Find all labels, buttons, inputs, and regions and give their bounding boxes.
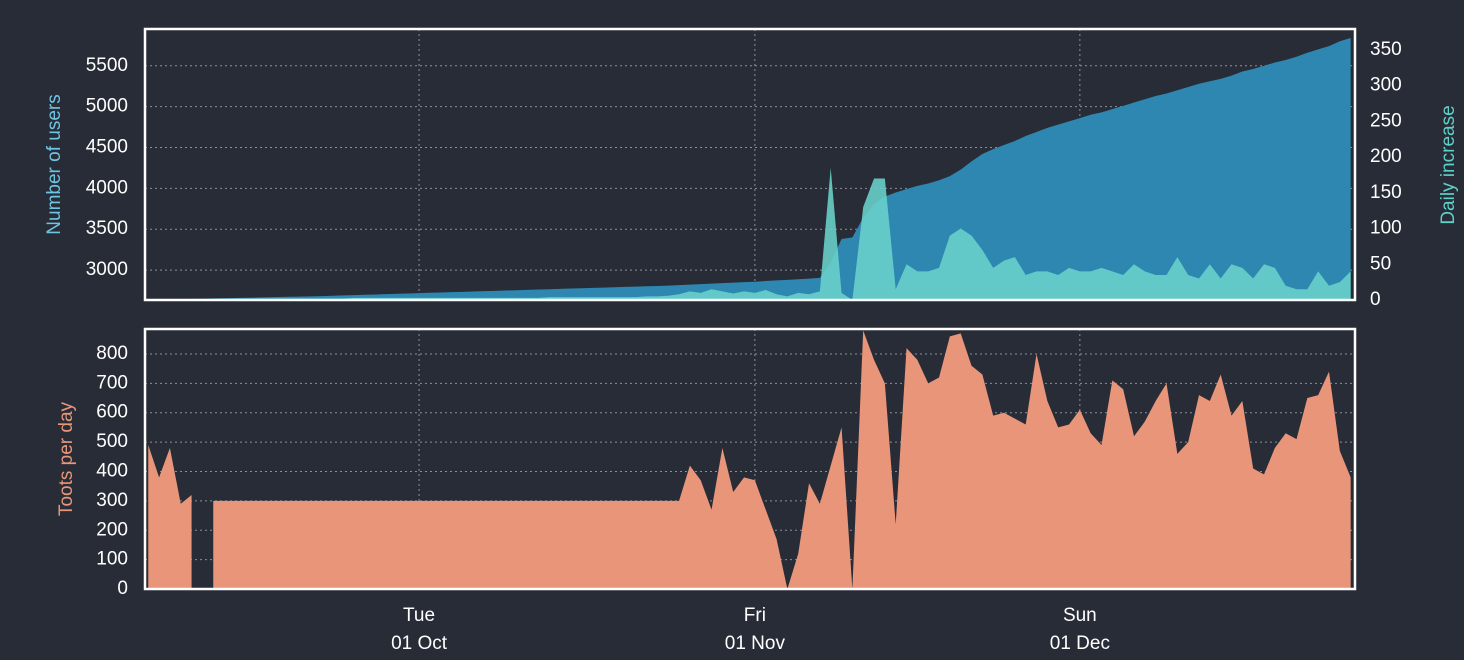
y-tick-label: 5500 bbox=[86, 55, 128, 76]
y-axis-title: Number of users bbox=[44, 94, 65, 234]
y-tick-label: 100 bbox=[96, 549, 128, 570]
y2-tick-label: 300 bbox=[1370, 75, 1402, 96]
y2-tick-label: 150 bbox=[1370, 182, 1402, 203]
y2-axis-title: Daily increase bbox=[1438, 105, 1459, 224]
x-tick-label: 01 Nov bbox=[725, 633, 786, 654]
y-tick-label: 5000 bbox=[86, 96, 128, 117]
x-tick-weekday: Sun bbox=[1063, 605, 1097, 626]
area bbox=[148, 167, 1351, 300]
y-tick-label: 4500 bbox=[86, 137, 128, 158]
x-tick-weekday: Tue bbox=[403, 605, 435, 626]
y-tick-label: 4000 bbox=[86, 177, 128, 198]
x-tick-label: 01 Oct bbox=[391, 633, 448, 654]
y-tick-label: 3500 bbox=[86, 218, 128, 239]
y2-tick-label: 250 bbox=[1370, 110, 1402, 131]
y2-tick-label: 50 bbox=[1370, 253, 1391, 274]
y-tick-label: 700 bbox=[96, 372, 128, 393]
area bbox=[148, 330, 1351, 589]
y2-tick-label: 350 bbox=[1370, 39, 1402, 60]
x-tick-label: 01 Dec bbox=[1050, 633, 1110, 654]
y-tick-label: 400 bbox=[96, 461, 128, 482]
x-tick-weekday: Fri bbox=[744, 605, 766, 626]
y-tick-label: 0 bbox=[117, 578, 128, 599]
y-tick-label: 300 bbox=[96, 490, 128, 511]
y-tick-label: 500 bbox=[96, 431, 128, 452]
y-axis-title: Toots per day bbox=[56, 401, 77, 516]
area bbox=[148, 37, 1351, 301]
plot-frame bbox=[143, 327, 1357, 591]
y-tick-label: 3000 bbox=[86, 259, 128, 280]
y2-tick-label: 200 bbox=[1370, 146, 1402, 167]
y2-tick-label: 0 bbox=[1370, 289, 1381, 310]
plot-frame bbox=[143, 27, 1357, 302]
y2-tick-label: 100 bbox=[1370, 218, 1402, 239]
y-tick-label: 600 bbox=[96, 402, 128, 423]
y-tick-label: 800 bbox=[96, 343, 128, 364]
y-tick-label: 200 bbox=[96, 519, 128, 540]
